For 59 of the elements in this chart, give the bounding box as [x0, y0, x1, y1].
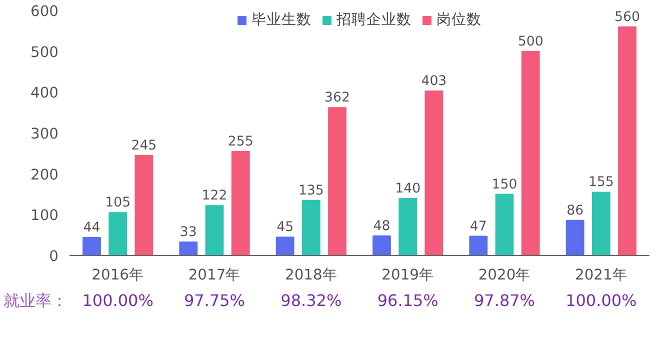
legend-label: 毕业生数: [252, 10, 312, 29]
text: 97.75%: [184, 291, 246, 310]
data-label: 140: [395, 181, 421, 196]
data-label: 155: [588, 175, 614, 190]
x-tick-label: 2020年: [478, 266, 531, 284]
y-tick-label: 200: [30, 166, 59, 184]
legend-label: 岗位数: [436, 10, 482, 29]
text: 100.00%: [566, 291, 637, 310]
y-tick-label: 100: [30, 207, 59, 224]
bar: [424, 90, 444, 256]
bar: [566, 220, 584, 256]
x-tick-label: 2021年: [575, 266, 628, 284]
bar: [372, 235, 391, 256]
text: 98.32%: [280, 291, 342, 310]
data-label: 105: [105, 196, 131, 211]
bar: [205, 205, 224, 256]
bar: [302, 200, 320, 256]
bar: [231, 150, 250, 256]
data-label: 44: [83, 220, 100, 236]
data-label: 135: [298, 183, 324, 198]
y-tick-label: 0: [49, 248, 59, 265]
bar: [398, 198, 418, 256]
data-label: 86: [566, 203, 584, 218]
y-tick-label: 600: [30, 3, 59, 20]
text: 96.15%: [377, 291, 438, 310]
bar: [276, 236, 294, 256]
x-tick-label: 2017年: [188, 266, 241, 284]
bar: [495, 194, 514, 256]
y-tick-label: 400: [30, 84, 59, 102]
bar: [592, 192, 610, 256]
data-label: 362: [324, 90, 350, 106]
text: 就业率：: [4, 291, 68, 310]
bar: [82, 237, 101, 256]
text: 97.87%: [474, 291, 536, 310]
bar: [469, 236, 488, 256]
x-tick-label: 2018年: [285, 266, 338, 284]
data-label: 122: [202, 188, 228, 204]
data-label: 47: [470, 219, 487, 234]
data-label: 403: [421, 74, 447, 89]
data-label: 45: [276, 220, 294, 236]
data-label: 245: [131, 138, 157, 154]
bar: [328, 107, 346, 256]
data-label: 48: [373, 218, 390, 234]
y-tick-label: 500: [30, 44, 59, 61]
x-tick-label: 2016年: [92, 266, 144, 284]
legend-label: 招聘企业数: [336, 10, 412, 29]
data-label: 560: [614, 10, 640, 25]
data-label: 150: [492, 177, 518, 192]
bar: [618, 26, 636, 256]
bar: [134, 154, 154, 256]
bar: [108, 212, 128, 256]
data-label: 33: [180, 225, 197, 240]
bar: [179, 242, 198, 256]
bar: [521, 50, 540, 256]
data-label: 255: [228, 134, 254, 150]
y-tick-label: 300: [30, 126, 59, 142]
x-tick-label: 2019年: [382, 266, 434, 284]
data-label: 500: [518, 34, 544, 50]
text: 100.00%: [82, 291, 154, 310]
